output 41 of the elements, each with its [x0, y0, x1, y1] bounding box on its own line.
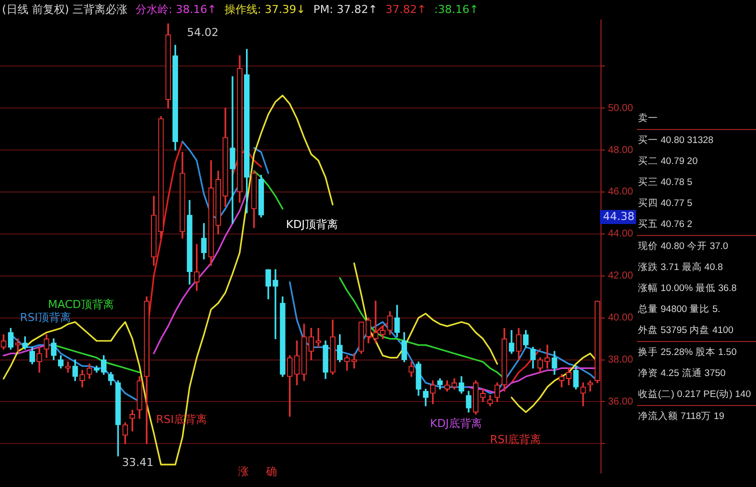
text: 换手 25.28% 股本 1.50	[637, 346, 738, 360]
text: PM: 37.82↑	[313, 3, 378, 16]
annotation: 确	[265, 464, 277, 478]
text: 分水岭: 38.16↑	[136, 3, 216, 16]
text: 37.82↑	[385, 3, 426, 16]
y-tick-label: 38.00	[608, 354, 634, 366]
annotation: KDJ底背离	[430, 416, 482, 430]
y-tick-label: 42.00	[608, 270, 634, 282]
annotation: RSI底背离	[490, 432, 541, 446]
chart-title: (日线 前复权) 三背离必涨	[2, 3, 128, 16]
text: 买三 40.78 5	[637, 176, 694, 190]
text: 涨幅 10.00% 最低 36.8	[637, 282, 738, 296]
text: 卖一	[637, 108, 756, 130]
text: 涨跌 3.71 最高 40.8	[637, 261, 724, 275]
annotation: KDJ顶背离	[286, 218, 338, 231]
text: 44.38	[603, 210, 634, 223]
annotation: 33.41	[122, 456, 154, 469]
text: :38.16↑	[434, 3, 479, 16]
y-tick-label: 36.00	[608, 396, 634, 408]
annotation: 涨	[238, 464, 249, 478]
text: 净流入额 7118万 19	[637, 410, 726, 424]
text: 现价 40.80 今开 37.0	[637, 240, 730, 254]
text: 买二 40.79 20	[637, 155, 699, 169]
candlestick	[272, 269, 278, 340]
text: 总量 94800 量比 5.	[637, 303, 722, 317]
y-tick-label: 40.00	[608, 312, 634, 324]
text: 买一 40.80 31328	[637, 134, 714, 148]
annotation: RSI顶背离	[20, 310, 71, 324]
text: 净资 4.25 流通 3750	[637, 367, 727, 381]
text: 外盘 53795 内盘 4100	[637, 320, 756, 342]
text: 收益(二) 0.217 PE(动) 140	[637, 384, 756, 406]
y-tick-label: 48.00	[608, 144, 634, 156]
text: 操作线: 37.39↓	[224, 3, 306, 16]
text: 买五 40.76 2	[637, 214, 756, 236]
candlestick	[230, 76, 236, 224]
annotation: 54.02	[187, 26, 218, 39]
text: 买四 40.77 5	[637, 197, 694, 211]
y-tick-label: 44.00	[608, 228, 634, 240]
annotation: MACD顶背离	[48, 298, 114, 311]
y-tick-label: 50.00	[608, 102, 634, 114]
y-tick-label: 46.00	[608, 186, 634, 198]
